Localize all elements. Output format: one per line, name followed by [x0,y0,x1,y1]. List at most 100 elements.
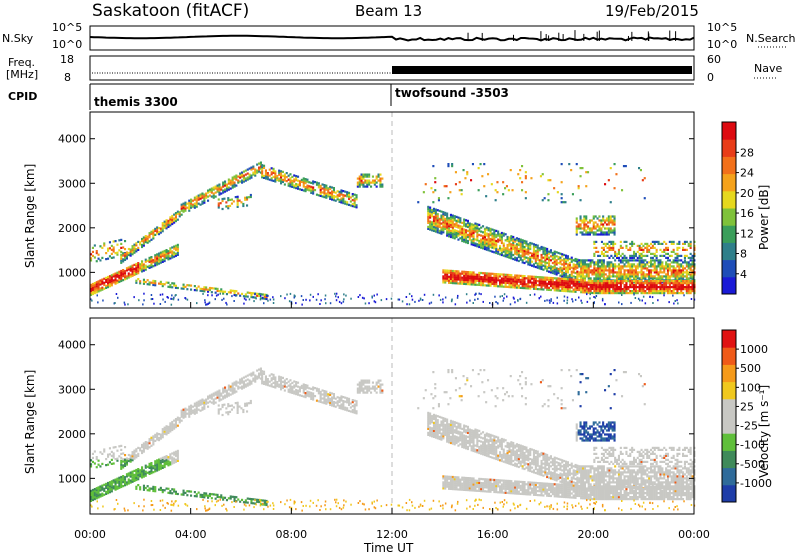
power-cell [531,276,533,278]
power-cell [162,253,164,255]
power-cell [561,275,563,277]
power-cell [446,217,448,219]
power-cell [154,234,156,236]
velocity-cell [280,384,282,386]
power-cell [359,294,361,296]
power-cell [438,199,440,201]
power-cell [600,229,602,231]
power-cell [488,249,490,251]
power-cell [622,277,624,279]
power-cell [593,243,595,245]
velocity-cell [316,388,318,390]
power-cell [252,166,254,168]
velocity-cell [158,437,160,439]
power-cell [673,243,675,245]
power-cell [549,302,551,304]
power-cell [457,227,459,229]
power-cell [578,259,580,261]
power-cell [654,275,656,277]
power-cell [348,192,350,194]
power-cell [607,255,609,257]
velocity-cell [323,396,325,398]
velocity-cell [305,396,307,398]
power-cell [573,265,575,267]
power-cell [612,215,614,217]
power-cell [171,256,173,258]
velocity-cell [152,467,154,469]
power-cell [132,271,134,273]
velocity-cell [267,384,269,386]
power-cell [256,295,258,297]
power-cell [169,284,171,286]
power-cell [598,229,600,231]
power-cell [263,167,265,169]
power-cell [554,273,556,275]
power-cell [150,256,152,258]
power-cell [544,263,546,265]
power-cell [469,277,471,279]
power-cell [580,261,582,263]
power-cell [323,188,325,190]
power-cell [657,299,659,301]
power-cell [124,253,126,255]
velocity-cell [276,385,278,387]
power-cell [433,216,435,218]
power-cell [603,261,605,263]
velocity-cell [156,432,158,434]
power-cell [571,273,573,275]
power-cell [646,247,648,249]
power-cell [293,180,295,182]
power-cell [675,267,677,269]
power-cell [452,235,454,237]
power-cell [358,296,360,298]
power-cell [490,250,492,252]
power-cell [608,217,610,219]
power-cell [593,277,595,279]
power-cell [120,243,122,245]
power-cell [217,185,219,187]
power-cell [658,280,660,282]
power-cell [368,176,370,178]
power-cell [318,186,320,188]
velocity-cell [261,380,263,382]
power-cell [659,282,661,284]
power-cell [688,261,690,263]
power-cell [678,241,680,243]
power-cell [94,292,96,294]
power-cell [342,196,344,198]
velocity-cell [188,412,190,414]
power-cell [508,274,510,276]
power-cell [211,192,213,194]
power-cell [196,287,198,289]
power-cell [503,251,505,253]
power-cell [665,280,667,282]
velocity-cell [250,383,252,385]
power-cell [550,265,552,267]
power-cell [156,226,158,228]
power-cell [325,187,327,189]
power-cell [167,297,169,299]
power-cell [612,267,614,269]
power-cell [661,275,663,277]
power-cell [456,216,458,218]
power-cell [305,186,307,188]
power-cell [600,223,602,225]
velocity-cell [301,387,303,389]
power-cell [118,273,120,275]
power-cell [661,277,663,279]
power-cell [295,185,297,187]
power-cell [147,283,149,285]
power-cell [548,281,550,283]
power-cell [590,263,592,265]
power-cell [376,176,378,178]
velocity-cell [352,411,354,413]
power-cell [610,241,612,243]
power-cell [582,267,584,269]
power-cell [320,191,322,193]
power-cell [578,271,580,273]
power-cell [117,297,119,299]
power-cell [188,210,190,212]
power-cell [554,281,556,283]
power-cell [111,282,113,284]
power-cell [527,259,529,261]
